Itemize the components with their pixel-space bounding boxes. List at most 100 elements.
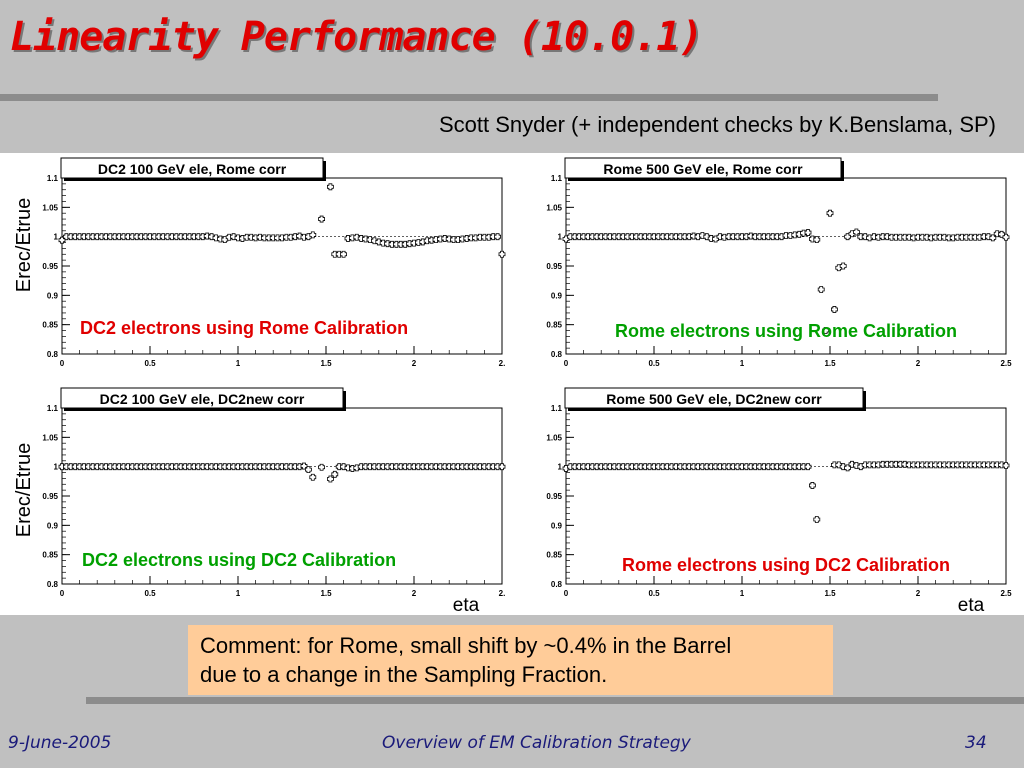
- y-axis-label-top: Erec/Etrue: [13, 198, 35, 292]
- data-point: [822, 327, 829, 334]
- x-tick-label: 1.5: [320, 589, 332, 598]
- data-point: [844, 464, 851, 472]
- x-tick-label: 1.5: [320, 359, 332, 368]
- data-point: [809, 482, 816, 489]
- x-tick-label: 1: [236, 359, 241, 368]
- plot-frame: [61, 177, 503, 355]
- x-tick-label: 0: [564, 589, 569, 598]
- data-point: [813, 236, 821, 243]
- y-tick-label: 1.1: [551, 404, 563, 413]
- y-tick-label: 0.8: [551, 350, 563, 359]
- data-point: [826, 209, 834, 217]
- plot-frame: [61, 407, 503, 585]
- y-tick-label: 0.9: [551, 291, 563, 300]
- chart-2: Rome 500 GeV ele, Rome corr 0.8 0.85 0.9 0.9…: [546, 157, 1012, 368]
- data-point: [839, 262, 847, 270]
- y-tick-label: 1: [558, 463, 563, 472]
- x-tick-label: 0: [60, 359, 65, 368]
- chart-annotation: DC2 electrons using DC2 Calibration: [82, 550, 396, 570]
- y-tick-label: 1: [54, 463, 59, 472]
- data-point: [331, 470, 339, 478]
- plots-svg: Erec/Etrue Erec/Etrue eta eta DC2 100 Ge…: [13, 157, 1012, 616]
- y-tick-label: 1.1: [47, 404, 59, 413]
- plots-panel: Erec/Etrue Erec/Etrue eta eta DC2 100 Ge…: [0, 153, 1024, 616]
- data-point: [1002, 462, 1010, 469]
- y-tick-label: 0.8: [47, 350, 59, 359]
- y-tick-label: 1: [54, 233, 59, 242]
- chart-annotation: Rome electrons using Rome Calibration: [615, 321, 957, 341]
- y-tick-label: 0.95: [42, 262, 58, 271]
- chart-annotation: Rome electrons using DC2 Calibration: [622, 555, 950, 575]
- data-point: [817, 286, 825, 293]
- chart-3: DC2 100 GeV ele, DC2new corr 0.8 0.85 0.9 0.…: [42, 387, 506, 598]
- title-divider: [0, 94, 938, 101]
- y-tick-label: 0.95: [546, 262, 562, 271]
- y-tick-label: 0.85: [42, 321, 58, 330]
- x-tick-label: 1.5: [824, 589, 836, 598]
- chart-4: Rome 500 GeV ele, DC2new corr 0.8 0.85 0.9 0…: [546, 387, 1012, 598]
- y-tick-label: 1.1: [47, 174, 59, 183]
- data-point: [989, 234, 997, 242]
- data-point: [305, 466, 312, 473]
- y-tick-label: 0.85: [546, 551, 562, 560]
- title-box: [60, 157, 324, 179]
- y-tick-label: 1.05: [42, 203, 58, 212]
- x-tick-label: 0: [564, 359, 569, 368]
- comment-line-2: due to a change in the Sampling Fraction…: [200, 662, 608, 687]
- y-tick-label: 1.05: [42, 433, 58, 442]
- y-tick-label: 1: [558, 233, 563, 242]
- chart-annotation: DC2 electrons using Rome Calibration: [80, 318, 408, 338]
- chart-1: DC2 100 GeV ele, Rome corr 0.8 0.85 0.9 0.95…: [42, 157, 506, 368]
- x-tick-label: 2.: [499, 359, 506, 368]
- y-tick-label: 0.9: [47, 521, 59, 530]
- y-tick-label: 0.85: [42, 551, 58, 560]
- x-tick-label: 2: [916, 359, 921, 368]
- y-tick-label: 0.95: [42, 492, 58, 501]
- y-tick-label: 0.9: [551, 521, 563, 530]
- x-axis-label-right: eta: [958, 595, 985, 615]
- data-point: [831, 306, 838, 313]
- x-tick-label: 1.5: [824, 359, 836, 368]
- x-tick-label: 0.5: [648, 359, 660, 368]
- x-tick-label: 1: [740, 359, 745, 368]
- x-tick-label: 2.5: [1000, 589, 1012, 598]
- y-tick-label: 0.9: [47, 291, 59, 300]
- footer-title: Overview of EM Calibration Strategy: [382, 733, 691, 753]
- y-tick-label: 1.05: [546, 433, 562, 442]
- x-tick-label: 2.5: [1000, 359, 1012, 368]
- data-point: [804, 463, 812, 471]
- title-box: [60, 387, 344, 409]
- data-point: [1002, 233, 1010, 241]
- chart-title: Rome 500 GeV ele, DC2new corr: [606, 391, 822, 407]
- data-point: [58, 236, 66, 244]
- data-point: [309, 231, 317, 239]
- x-tick-label: 2: [412, 589, 417, 598]
- x-tick-label: 2: [916, 589, 921, 598]
- title-box: [564, 387, 864, 409]
- x-tick-label: 2.: [499, 589, 506, 598]
- data-point: [327, 475, 334, 483]
- data-point: [498, 250, 506, 258]
- y-tick-label: 0.8: [551, 580, 563, 589]
- chart-title: DC2 100 GeV ele, DC2new corr: [100, 391, 305, 407]
- data-point: [327, 183, 334, 191]
- x-tick-label: 2: [412, 359, 417, 368]
- plot-frame: [565, 177, 1007, 355]
- footer-date: 9-June-2005: [8, 733, 112, 753]
- footer-divider: [86, 697, 1024, 704]
- y-axis-label-bottom: Erec/Etrue: [13, 443, 35, 537]
- page-number: 34: [965, 733, 987, 753]
- data-point: [318, 215, 325, 223]
- data-point: [340, 250, 347, 258]
- data-point: [318, 463, 325, 471]
- chart-title: DC2 100 GeV ele, Rome corr: [98, 161, 287, 177]
- data-point: [309, 473, 317, 481]
- x-tick-label: 0.5: [144, 359, 156, 368]
- y-tick-label: 0.95: [546, 492, 562, 501]
- comment-line-1: Comment: for Rome, small shift by ~0.4% …: [200, 633, 732, 658]
- plot-frame: [565, 407, 1007, 585]
- chart-title: Rome 500 GeV ele, Rome corr: [603, 161, 803, 177]
- x-tick-label: 0.5: [648, 589, 660, 598]
- y-tick-label: 0.85: [546, 321, 562, 330]
- data-point: [813, 516, 821, 523]
